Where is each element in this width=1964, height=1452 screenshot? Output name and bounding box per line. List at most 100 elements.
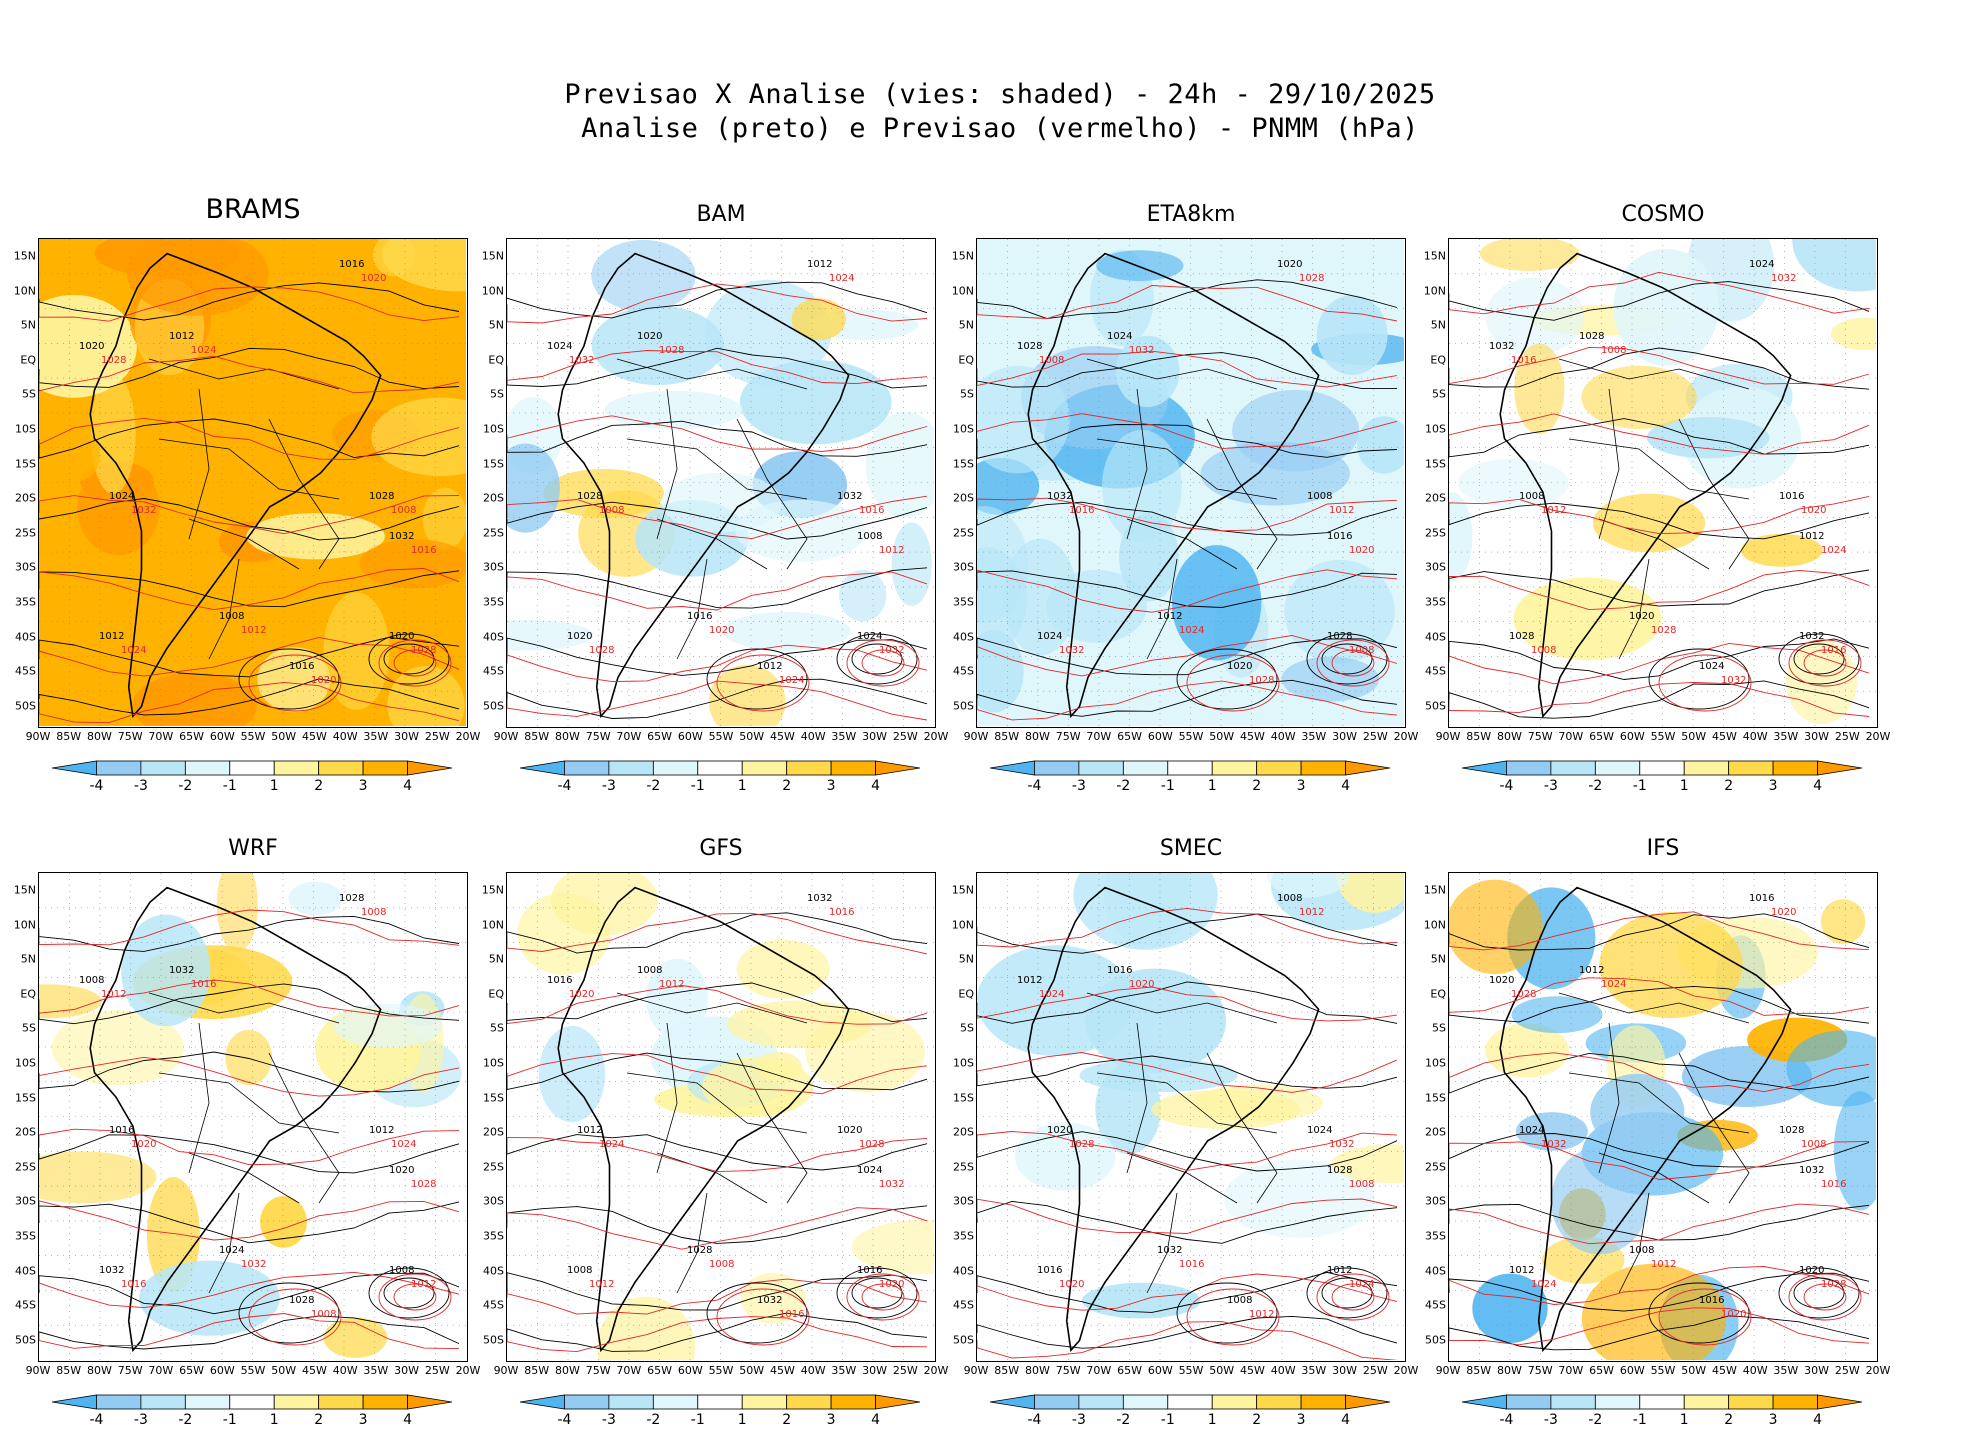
- colorbar-tick-label: 2: [314, 1412, 324, 1428]
- contour-label-red: 1020: [1721, 1309, 1746, 1320]
- analysis-isobar: [507, 501, 928, 540]
- contour-label-black: 1016: [1327, 531, 1352, 542]
- colorbar-swatch: [407, 1394, 453, 1410]
- analysis-isobar: [851, 1277, 903, 1309]
- bias-patch: [1786, 1030, 1876, 1107]
- forecast-isobar: [39, 681, 460, 724]
- latitude-tick-label: 25S: [953, 1160, 974, 1174]
- bias-patch: [1472, 1273, 1548, 1343]
- bias-patch: [791, 298, 846, 341]
- colorbar-tick-label: -4: [1027, 1412, 1042, 1428]
- latitude-axis: 15N 10N 5N EQ 5S 10S 15S 20S 25S 30S 35S 40S 45S 50S: [476, 238, 504, 728]
- colorbar-swatch: [608, 760, 654, 776]
- colorbar-swatch: [1683, 1394, 1730, 1410]
- colorbar-swatch: [1550, 1394, 1596, 1410]
- colorbar-swatch: [786, 760, 832, 776]
- latitude-tick-label: EQ: [20, 353, 36, 367]
- colorbar-svg: [1461, 1394, 1863, 1410]
- country-border: [1126, 1022, 1148, 1174]
- forecast-isobar: [1803, 1283, 1847, 1311]
- colorbar-tick-label: -2: [1116, 1412, 1131, 1428]
- forecast-isobar: [1449, 642, 1870, 685]
- forecast-isobar: [1449, 977, 1870, 1016]
- longitude-tick-label: 90W: [1435, 730, 1461, 743]
- longitude-tick-label: 35W: [831, 1364, 857, 1377]
- title-line-1: Previsao X Analise (vies: shaded) - 24h …: [564, 79, 1436, 110]
- forecast-isobar: [1449, 271, 1870, 315]
- country-border: [1598, 1152, 1710, 1204]
- contour-label-red: 1024: [1531, 1279, 1556, 1290]
- bias-patch: [1079, 1058, 1238, 1093]
- analysis-isobar: [851, 643, 903, 675]
- colorbar-tick-label: 1: [737, 778, 747, 794]
- longitude-tick-label: 45W: [769, 730, 795, 743]
- bias-patch: [1613, 248, 1719, 366]
- analysis-isobar: [39, 1315, 460, 1350]
- colorbar-tick-label: -1: [222, 1412, 237, 1428]
- forecast-isobar: [1788, 639, 1862, 687]
- latitude-tick-label: 10S: [953, 422, 974, 436]
- longitude-tick-label: 50W: [271, 1364, 297, 1377]
- contour-label-black: 1016: [109, 1125, 134, 1136]
- longitude-tick-label: 60W: [209, 1364, 235, 1377]
- colorbar-tick-label: -2: [178, 778, 193, 794]
- colorbar-ticks: -4 -3 -2 -1 1 2 3 4: [52, 1412, 452, 1430]
- longitude-tick-label: 25W: [1362, 1364, 1388, 1377]
- contour-label-black: 1032: [1047, 491, 1072, 502]
- latitude-tick-label: 5N: [958, 318, 974, 332]
- longitude-tick-label: 40W: [1270, 1364, 1296, 1377]
- latitude-tick-label: 20S: [15, 491, 36, 505]
- colorbar-tick-label: -3: [601, 778, 616, 794]
- analysis-isobar: [977, 1200, 1398, 1244]
- forecast-isobar: [1449, 1140, 1870, 1180]
- latitude-tick-label: 5N: [20, 952, 36, 966]
- contour-label-red: 1020: [569, 989, 594, 1000]
- forecast-isobar: [393, 1283, 437, 1311]
- colorbar-tick-label: 3: [358, 778, 368, 794]
- contour-label-black: 1024: [1749, 259, 1774, 270]
- latitude-tick-label: 15S: [953, 1091, 974, 1105]
- contour-label-red: 1024: [1601, 979, 1626, 990]
- forecast-isobar: [507, 571, 928, 611]
- forecast-isobar: [977, 907, 1398, 948]
- contour-label-black: 1028: [577, 491, 602, 502]
- longitude-tick-label: 75W: [1527, 1364, 1553, 1377]
- forecast-isobar: [861, 1283, 905, 1311]
- country-border: [188, 1152, 300, 1204]
- bias-patch: [722, 611, 851, 651]
- colorbar-tick-label: 2: [782, 778, 792, 794]
- map-svg: 1024 1032 1028 1008 1032 1016 1008 1012 1016 1020…: [1449, 239, 1876, 726]
- colorbar-tick-label: 2: [1252, 1412, 1262, 1428]
- analysis-isobar: [1449, 680, 1870, 719]
- bias-patch: [1646, 417, 1770, 459]
- colorbar-tick-label: -1: [690, 1412, 705, 1428]
- longitude-tick-label: 45W: [301, 730, 327, 743]
- contour-label-red: 1012: [1329, 505, 1354, 516]
- bias-patch: [139, 1260, 280, 1336]
- bias-patch: [550, 873, 658, 936]
- analysis-isobar: [507, 912, 928, 954]
- contour-label-black: 1028: [369, 491, 394, 502]
- forecast-isobar: [1449, 1052, 1870, 1093]
- forecast-isobar: [1449, 1266, 1870, 1305]
- bias-patch: [865, 411, 934, 518]
- contour-label-red: 1012: [1651, 1259, 1676, 1270]
- forecast-isobar: [1788, 1273, 1862, 1321]
- forecast-isobar: [507, 495, 928, 540]
- colorbar-swatch: [741, 1394, 788, 1410]
- colorbar-swatch: [51, 1394, 97, 1410]
- contour-label-red: 1028: [411, 1179, 436, 1190]
- map-svg: 1016 1020 1012 1024 1020 1028 1024 1032 1028 1008…: [1449, 873, 1876, 1360]
- map-plot: 1012 1024 1020 1028 1024 1032 1028 1008 1032 1016…: [506, 238, 936, 728]
- latitude-tick-label: 30S: [15, 1194, 36, 1208]
- colorbar-swatch: [1167, 760, 1213, 776]
- bias-patch: [1485, 1023, 1569, 1078]
- forecast-isobar: [977, 680, 1398, 721]
- longitude-tick-label: 60W: [677, 1364, 703, 1377]
- contour-label-black: 1016: [1699, 1295, 1724, 1306]
- contour-label-red: 1008: [599, 505, 624, 516]
- bias-patch: [591, 239, 696, 312]
- colorbar-swatch: [519, 1394, 565, 1410]
- longitude-tick-label: 60W: [209, 730, 235, 743]
- colorbar-tick-label: -4: [557, 1412, 572, 1428]
